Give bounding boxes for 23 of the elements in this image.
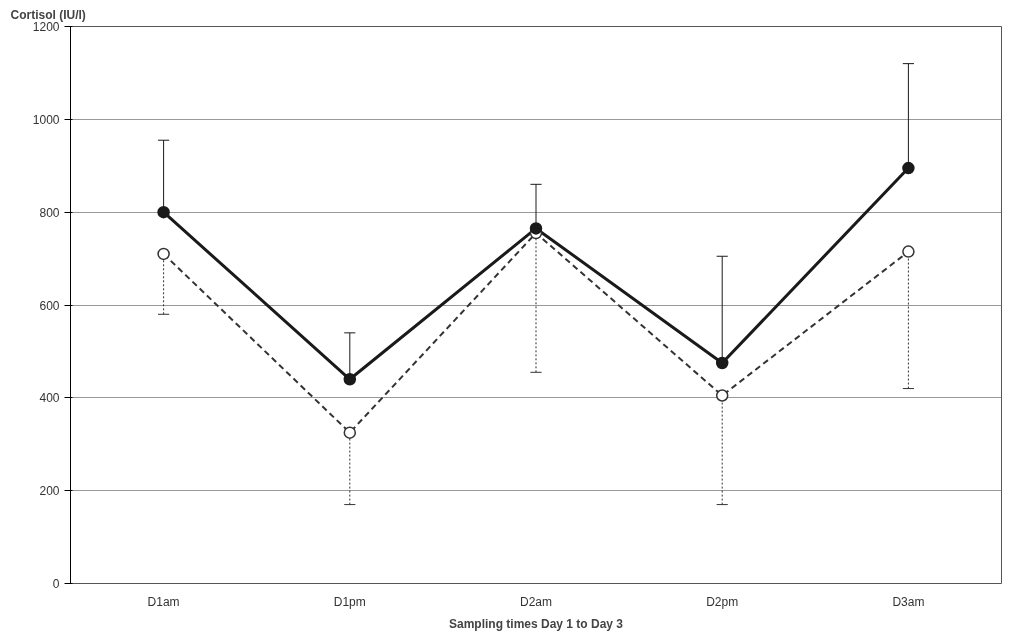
x-tick-label: D2am	[520, 594, 553, 609]
point	[715, 356, 729, 370]
x-tick-label: D3am	[892, 594, 925, 609]
y-tick-label: 600	[39, 298, 60, 313]
y-tick-label: 1200	[32, 20, 60, 34]
point	[715, 389, 729, 402]
x-tick-label: D1am	[147, 594, 180, 609]
point	[343, 426, 357, 439]
y-tick-label: 200	[39, 484, 60, 499]
point	[157, 205, 170, 219]
point	[529, 222, 543, 235]
point	[902, 245, 915, 258]
y-tick-label: 800	[39, 205, 60, 220]
point	[343, 373, 357, 386]
x-axis-title: Sampling times Day 1 to Day 3	[448, 616, 624, 631]
x-tick-label: D1pm	[333, 594, 366, 609]
x-tick-label: D2pm	[706, 594, 739, 609]
y-tick-label: 0	[52, 577, 60, 591]
y-tick-label: 400	[39, 391, 60, 406]
point	[157, 247, 170, 261]
y-axis-title: Cortisol (IU/l)	[10, 7, 86, 22]
point	[902, 161, 915, 175]
y-tick-label: 1000	[32, 112, 60, 127]
